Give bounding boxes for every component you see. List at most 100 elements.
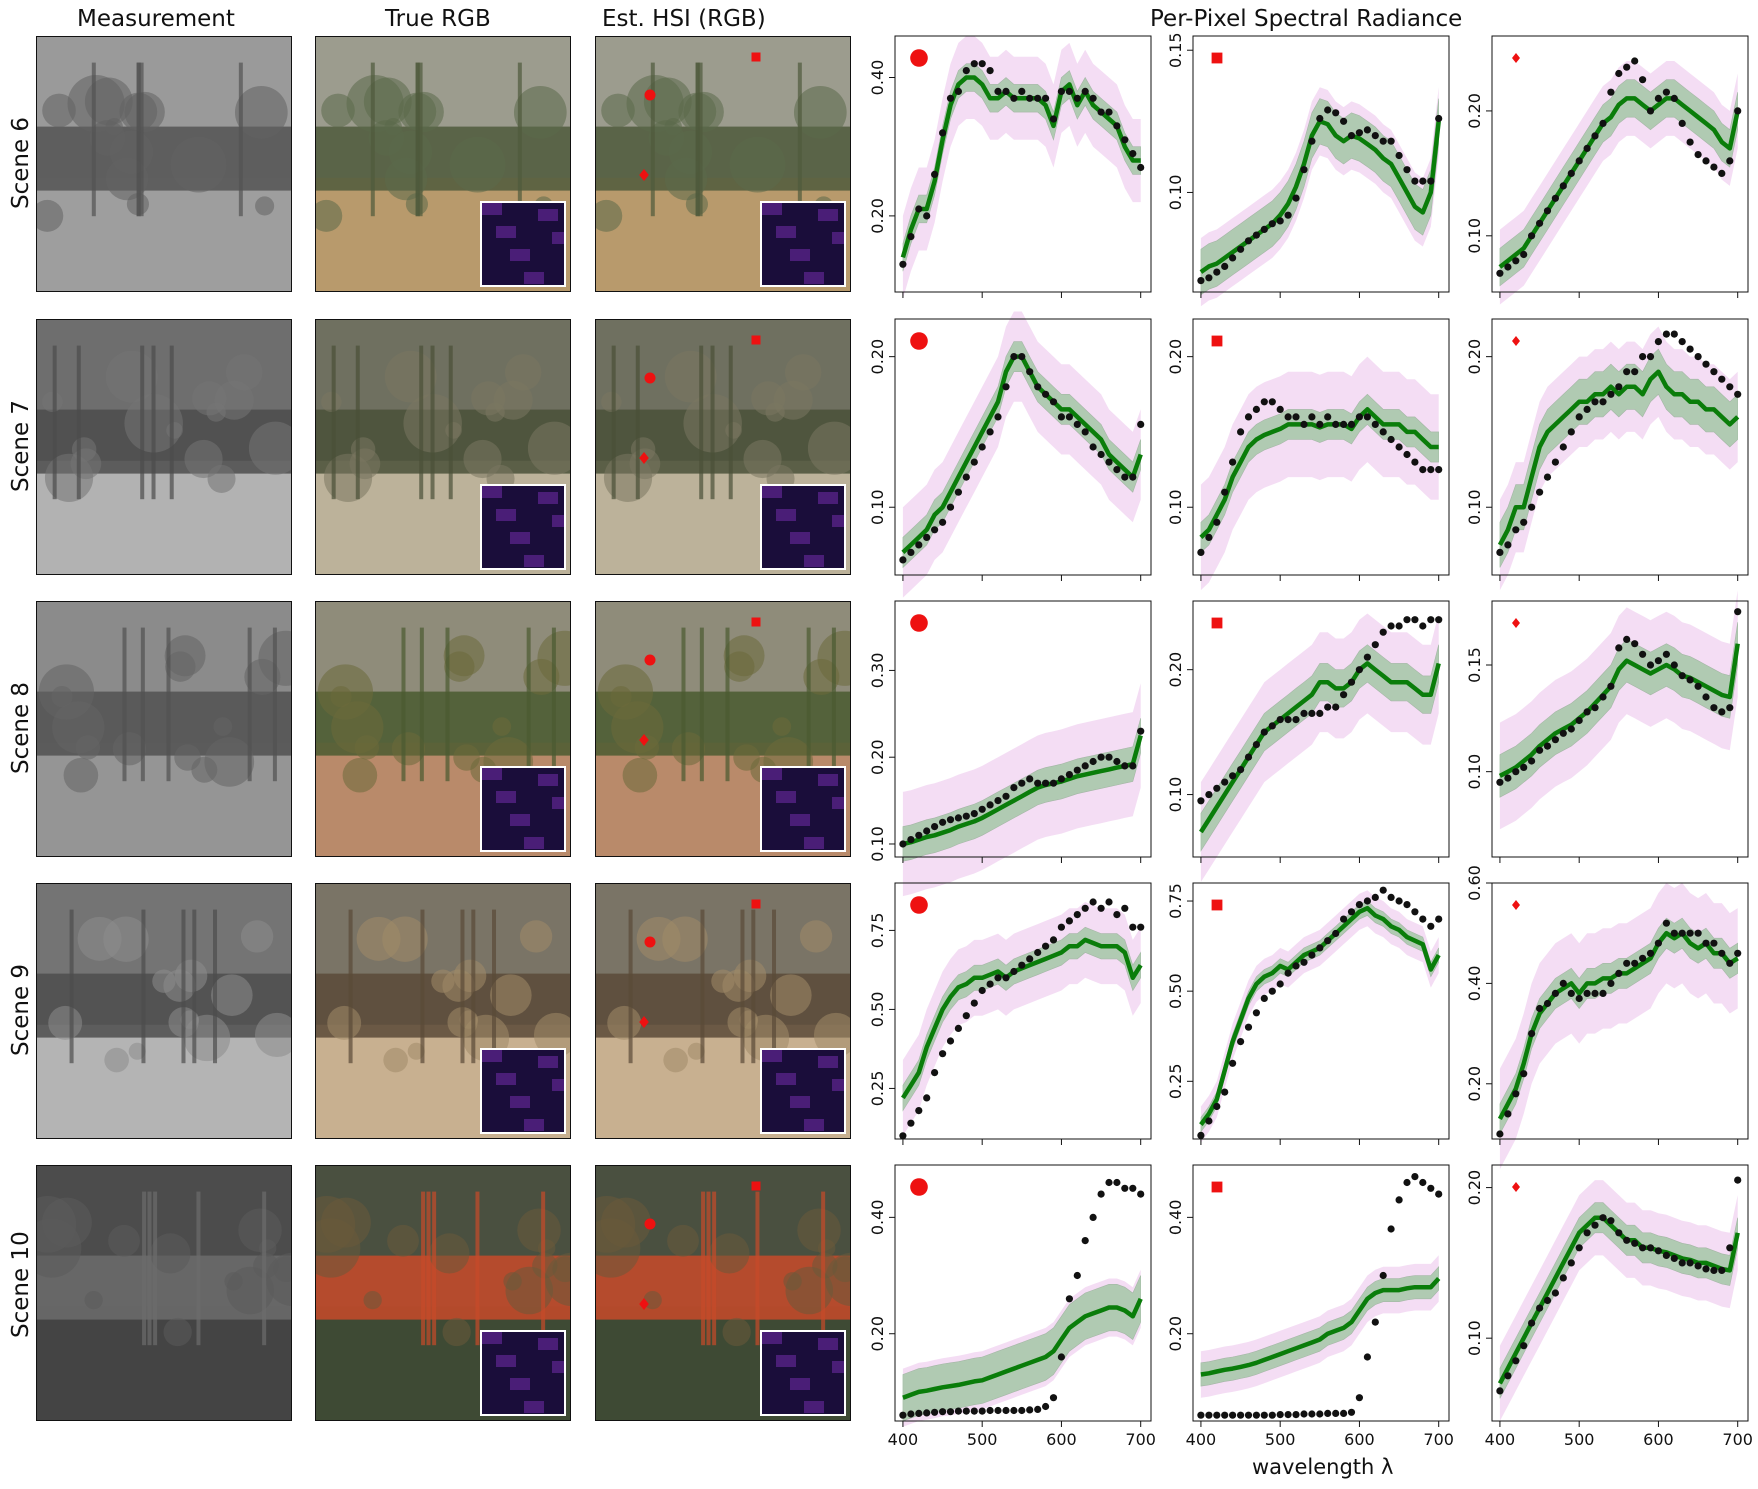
ground-truth-point (1496, 548, 1504, 556)
measurement-image (36, 319, 292, 575)
ground-truth-point (1646, 107, 1655, 115)
ground-truth-point (1347, 1408, 1356, 1416)
ground-truth-point (1567, 989, 1575, 997)
ground-truth-point (1316, 944, 1324, 952)
ground-truth-point (1252, 1411, 1260, 1419)
ground-truth-point (1121, 136, 1129, 144)
ground-truth-point (1567, 725, 1575, 733)
ground-truth-point (994, 87, 1002, 95)
est-hsi-image (595, 36, 851, 292)
ground-truth-point (1543, 742, 1552, 750)
x-tick-label: 500 (1564, 1430, 1595, 1449)
y-tick-label: 0.20 (868, 198, 887, 234)
ground-truth-point (1551, 458, 1559, 466)
ground-truth-point (1639, 76, 1647, 84)
ground-truth-point (899, 1132, 907, 1140)
true-rgb-image (315, 36, 571, 292)
ground-truth-point (1097, 1190, 1105, 1198)
ground-truth-point (1411, 458, 1419, 466)
ground-truth-point (978, 60, 986, 68)
ground-truth-point (1536, 219, 1544, 227)
ground-truth-point (1496, 269, 1504, 277)
ground-truth-point (1002, 974, 1010, 982)
ground-truth-point (1623, 63, 1631, 71)
ground-truth-point (1340, 117, 1348, 125)
ground-truth-point (1300, 420, 1308, 428)
ground-truth-point (1355, 129, 1363, 137)
ground-truth-point (1284, 1411, 1292, 1419)
ground-truth-point (994, 1406, 1002, 1415)
estimate-line (1200, 1276, 1441, 1377)
ground-truth-point (1010, 94, 1018, 102)
ground-truth-point (1496, 778, 1504, 786)
ground-truth-point (1089, 94, 1097, 102)
ground-truth-point (1026, 368, 1034, 376)
error-map-inset (760, 766, 846, 852)
ground-truth-point (1435, 1190, 1443, 1198)
error-map-inset (480, 1330, 566, 1416)
ground-truth-point (1734, 1176, 1742, 1184)
ground-truth-point (899, 1411, 907, 1419)
ground-truth-point (1237, 1411, 1245, 1419)
spectral-plot: 0.10 0.20 (1166, 600, 1450, 882)
ground-truth-point (1403, 1178, 1411, 1187)
marker-circle (910, 332, 928, 350)
ground-truth-point (1726, 1244, 1734, 1252)
ground-truth-point (1631, 1239, 1639, 1247)
ground-truth-point (1371, 641, 1379, 649)
ground-truth-point (1504, 1110, 1512, 1118)
estimate-line (1497, 369, 1740, 546)
ground-truth-point (1615, 644, 1623, 652)
ground-truth-point (1710, 939, 1718, 947)
ground-truth-point (1018, 961, 1026, 969)
ground-truth-point (970, 810, 978, 818)
ground-truth-point (923, 1094, 931, 1102)
ground-truth-point (1065, 1295, 1073, 1303)
ground-truth-point (1213, 784, 1221, 792)
ground-truth-point (1710, 704, 1718, 712)
ground-truth-point (1559, 182, 1567, 190)
ground-truth-point (1520, 1070, 1528, 1078)
ground-truth-point (1129, 150, 1137, 158)
ground-truth-point (1662, 1251, 1670, 1259)
ground-truth-point (1129, 762, 1137, 770)
ground-truth-point (1244, 413, 1253, 421)
ground-truth-point (1718, 169, 1726, 177)
ground-truth-point (1702, 939, 1710, 947)
error-map-inset (760, 1048, 846, 1134)
ground-truth-point (1631, 57, 1639, 65)
ground-truth-point (1403, 901, 1411, 909)
x-tick-label: 600 (1046, 1430, 1077, 1449)
prior-band (1499, 1180, 1738, 1421)
ground-truth-point (1662, 88, 1670, 96)
ground-truth-point (1670, 661, 1678, 669)
ground-truth-point (1575, 994, 1583, 1003)
ground-truth-point (1324, 106, 1332, 114)
ground-truth-point (1435, 616, 1443, 624)
ground-truth-point (994, 974, 1002, 982)
ground-truth-point (1081, 904, 1089, 912)
ground-truth-point (1387, 435, 1395, 444)
ground-truth-point (1512, 768, 1520, 776)
ground-truth-point (1551, 194, 1559, 202)
y-tick-label: 0.25 (868, 1071, 887, 1107)
ground-truth-point (1292, 413, 1300, 421)
x-tick-label: 700 (1722, 1430, 1753, 1449)
ground-truth-point (939, 1050, 947, 1058)
ground-truth-point (1607, 88, 1615, 96)
ground-truth-point (1435, 915, 1443, 923)
ground-truth-point (1379, 1271, 1387, 1280)
est-hsi-image (595, 601, 851, 857)
ground-truth-point (1678, 1259, 1686, 1267)
x-tick-label: 700 (1125, 1430, 1156, 1449)
spectral-plot: 0.10 0.20 (868, 311, 1152, 598)
prior-band (1200, 890, 1439, 1143)
ground-truth-point (1197, 797, 1205, 805)
ground-truth-point (1395, 1196, 1403, 1204)
ground-truth-point (1395, 622, 1403, 630)
ground-truth-point (1363, 126, 1371, 134)
ground-truth-point (1718, 1266, 1726, 1274)
ground-truth-point (1694, 1262, 1702, 1270)
ground-truth-point (915, 831, 923, 839)
ground-truth-point (1583, 144, 1591, 152)
